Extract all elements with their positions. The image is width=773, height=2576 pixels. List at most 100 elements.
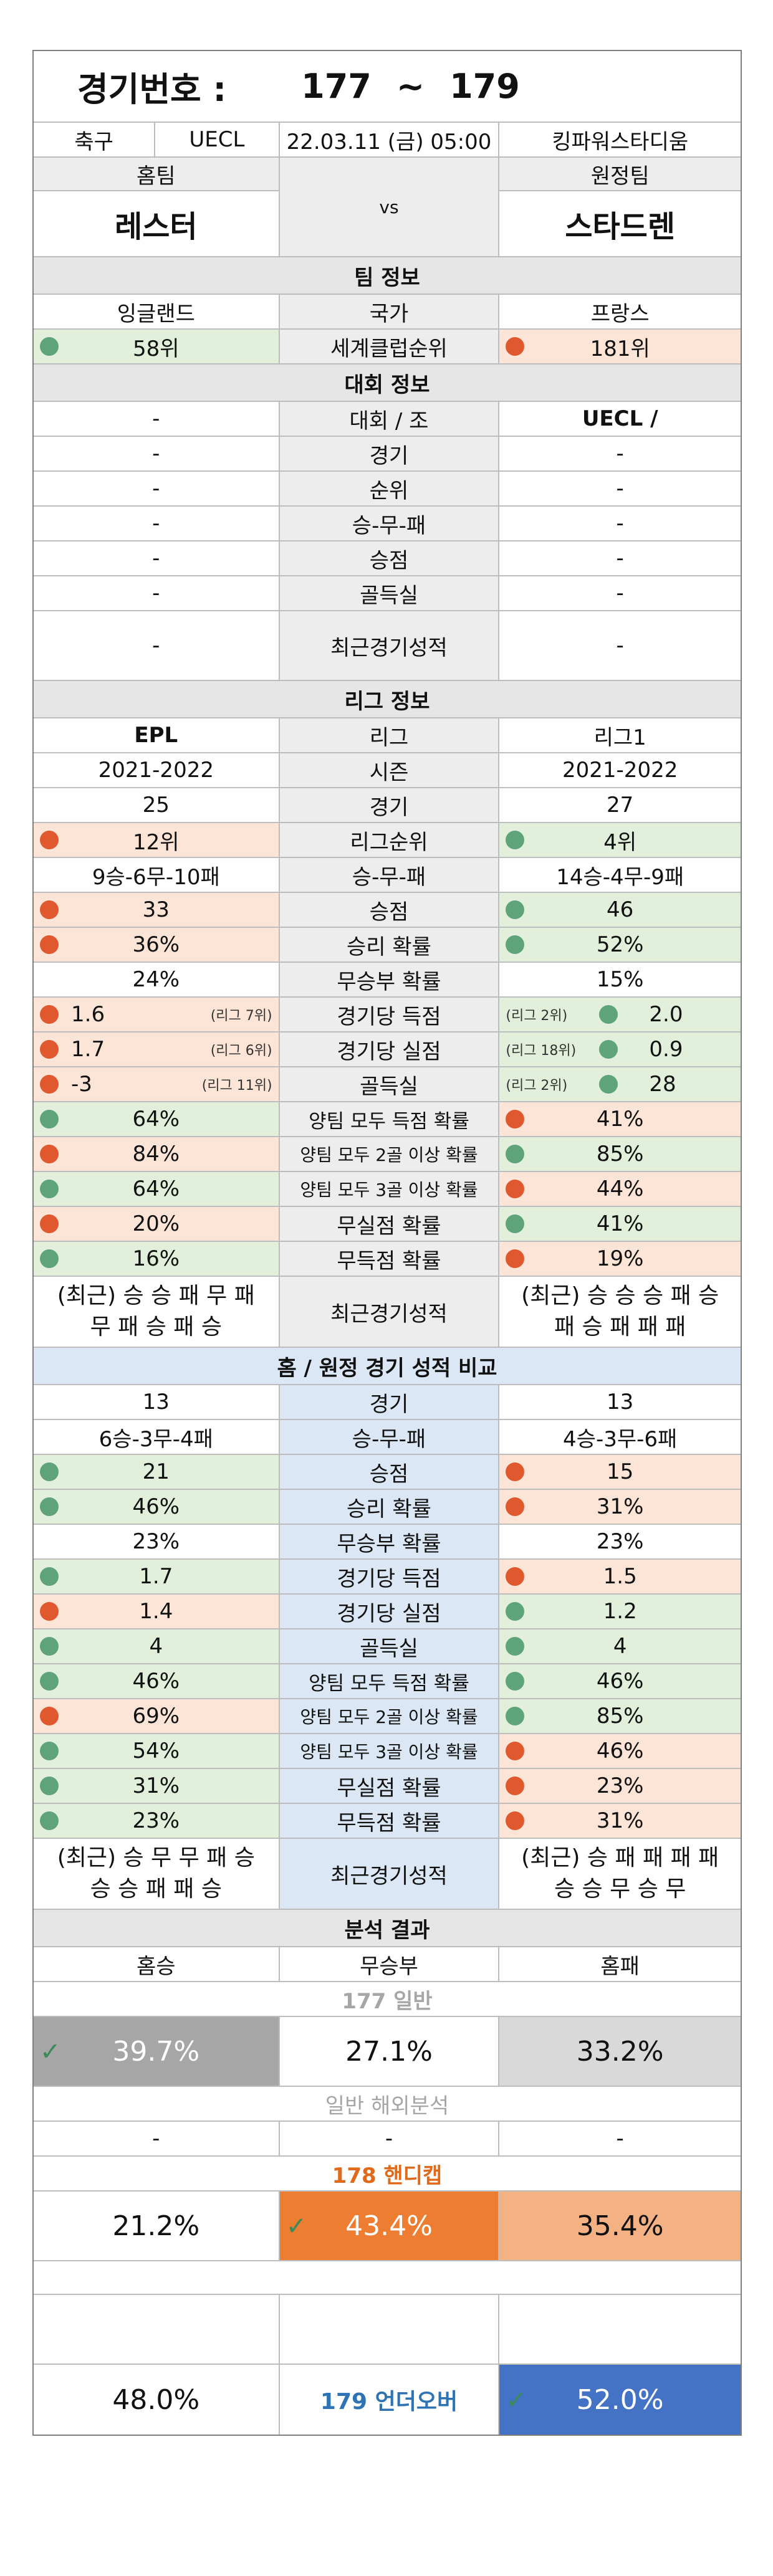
away-value: - <box>616 441 624 466</box>
home-value: 1.4 <box>139 1599 173 1624</box>
home-value: - <box>34 472 280 505</box>
worse-indicator-icon <box>40 1214 59 1233</box>
better-indicator-icon <box>506 1672 525 1691</box>
match-number-to: 179 <box>449 67 520 106</box>
home-value: 1.7 <box>139 1564 173 1589</box>
row-label: 승리 확률 <box>279 928 500 961</box>
homeaway-row: 46% 승리 확률 31% <box>34 1490 741 1525</box>
overseas-draw: - <box>280 2122 500 2155</box>
tournament-row: - 승점 - <box>34 541 741 576</box>
away-value: 1.5 <box>603 1564 637 1589</box>
worse-indicator-icon <box>506 1180 525 1198</box>
worse-indicator-icon <box>40 1145 59 1163</box>
away-value: 4위 <box>603 829 637 855</box>
row-label: 승점 <box>279 1455 500 1489</box>
row-label: 무실점 확률 <box>279 1769 500 1803</box>
game-179-label: 179 언더오버 <box>280 2365 500 2435</box>
vs-label: vs <box>279 158 500 256</box>
worse-indicator-icon <box>506 1110 525 1128</box>
away-value: 27 <box>607 793 634 818</box>
check-icon: ✓ <box>506 2386 527 2415</box>
team-info-row: 잉글랜드 국가 프랑스 <box>34 295 741 330</box>
section-tournament-info: 대회 정보 <box>34 365 741 401</box>
row-label: 양팀 모두 3골 이상 확률 <box>279 1172 500 1206</box>
row-label: 승-무-패 <box>279 1420 500 1454</box>
section-analysis: 분석 결과 <box>34 1910 741 1946</box>
home-value: EPL <box>34 718 280 752</box>
home-value: 69% <box>132 1704 180 1729</box>
overseas-home: - <box>34 2122 280 2155</box>
home-value: 24% <box>34 963 280 996</box>
game-177-row: ✓ 39.7% 27.1% 33.2% <box>34 2017 741 2087</box>
league-row: 1.6 (리그 7위) 경기당 득점 (리그 2위) 2.0 <box>34 998 741 1033</box>
better-indicator-icon <box>506 1637 525 1656</box>
row-label: 국가 <box>279 295 500 328</box>
worse-indicator-icon <box>40 900 59 919</box>
better-indicator-icon <box>599 1075 618 1094</box>
away-value: 44% <box>596 1176 644 1201</box>
better-indicator-icon <box>40 1567 59 1586</box>
away-team-name: 스타드렌 <box>565 209 675 244</box>
worse-indicator-icon <box>506 1462 525 1481</box>
league-row: 2021-2022 시즌 2021-2022 <box>34 753 741 788</box>
better-indicator-icon <box>506 1602 525 1621</box>
home-value: 2021-2022 <box>34 753 280 787</box>
better-indicator-icon <box>506 1214 525 1233</box>
home-value: - <box>34 437 280 470</box>
better-indicator-icon <box>506 900 525 919</box>
outcome-header-row: 홈승 무승부 홈패 <box>34 1947 741 1982</box>
away-league-rank: (리그 2위) <box>506 1008 568 1024</box>
home-value: - <box>34 402 280 436</box>
row-label: 승-무-패 <box>279 858 500 892</box>
away-team-label: 원정팀 <box>499 158 741 191</box>
homeaway-row: 54% 양팀 모두 3골 이상 확률 46% <box>34 1734 741 1769</box>
league-row: 24% 무승부 확률 15% <box>34 963 741 998</box>
away-value: 15% <box>596 967 644 992</box>
away-value: - <box>616 633 624 658</box>
league-row: 25 경기 27 <box>34 788 741 823</box>
homeaway-row: 46% 양팀 모두 득점 확률 46% <box>34 1664 741 1699</box>
league-row: 64% 양팀 모두 득점 확률 41% <box>34 1102 741 1137</box>
match-datetime: 22.03.11 (금) 05:00 <box>280 123 500 156</box>
home-value: 9승-6무-10패 <box>34 858 280 892</box>
home-value: 64% <box>132 1107 180 1132</box>
p178-home: 21.2% <box>34 2192 280 2260</box>
overseas-analysis-label: 일반 해외분석 <box>325 2093 449 2119</box>
worse-indicator-icon <box>506 1777 525 1795</box>
match-number-from: 177 <box>301 67 372 106</box>
row-label: 무득점 확률 <box>279 1242 500 1276</box>
home-value: 21 <box>142 1459 170 1484</box>
home-value: 64% <box>132 1176 180 1201</box>
away-value: 181위 <box>590 336 650 361</box>
home-value: 23% <box>34 1525 280 1558</box>
homeaway-row: 6승-3무-4패 승-무-패 4승-3무-6패 <box>34 1420 741 1455</box>
better-indicator-icon <box>40 1462 59 1481</box>
home-value: - <box>34 576 280 610</box>
away-value: 2.0 <box>649 1002 683 1027</box>
row-label: 경기당 득점 <box>279 1560 500 1593</box>
check-icon: ✓ <box>40 2038 61 2066</box>
row-label: 시즌 <box>279 753 500 787</box>
home-recent-form: (최근) 승 무 무 패 승 승 승 패 패 승 <box>34 1839 280 1909</box>
homeaway-row: 1.7 경기당 득점 1.5 <box>34 1560 741 1595</box>
worse-indicator-icon <box>40 1040 59 1059</box>
away-value: 14승-4무-9패 <box>556 864 684 890</box>
league-row: 1.7 (리그 6위) 경기당 실점 (리그 18위) 0.9 <box>34 1033 741 1067</box>
better-indicator-icon <box>506 831 525 849</box>
home-league-rank: (리그 6위) <box>210 1043 272 1059</box>
homeaway-row: 69% 양팀 모두 2골 이상 확률 85% <box>34 1699 741 1734</box>
home-league-rank: (리그 11위) <box>201 1078 272 1094</box>
home-value: - <box>34 541 280 575</box>
home-value: 13 <box>34 1385 280 1419</box>
worse-indicator-icon <box>506 1742 525 1760</box>
league-row: 9승-6무-10패 승-무-패 14승-4무-9패 <box>34 858 741 893</box>
row-label: 무승부 확률 <box>279 963 500 996</box>
p177-home: 39.7% <box>112 2035 200 2068</box>
away-value: 41% <box>596 1107 644 1132</box>
row-label: 승점 <box>279 541 500 575</box>
section-team-info: 팀 정보 <box>34 257 741 293</box>
away-value: - <box>616 511 624 536</box>
p177-draw: 27.1% <box>280 2017 500 2086</box>
better-indicator-icon <box>40 1672 59 1691</box>
league-row: 64% 양팀 모두 3골 이상 확률 44% <box>34 1172 741 1207</box>
